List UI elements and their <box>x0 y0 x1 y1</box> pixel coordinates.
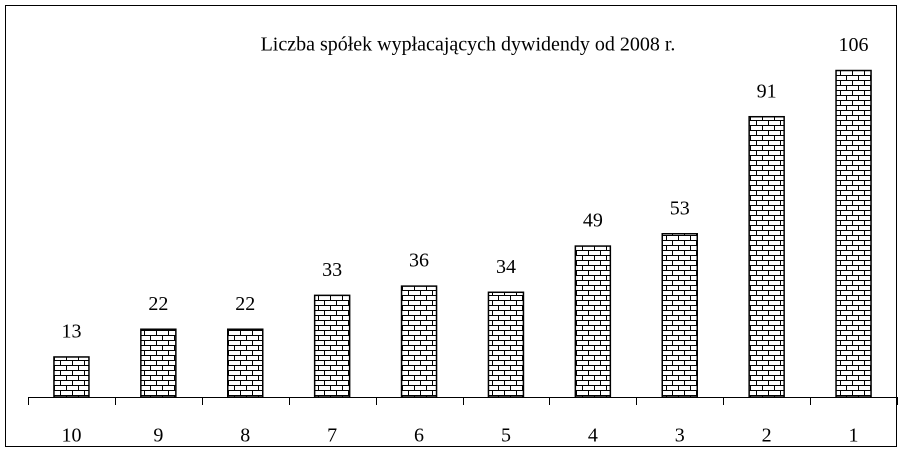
bar <box>487 291 525 398</box>
x-tick-label: 6 <box>414 425 424 447</box>
x-tick-label: 1 <box>849 425 859 447</box>
x-tick-label: 5 <box>501 425 511 447</box>
x-tick-label: 10 <box>61 425 81 447</box>
value-label: 36 <box>409 250 429 272</box>
value-label: 91 <box>757 80 777 102</box>
bar <box>313 294 351 398</box>
value-label: 53 <box>670 197 690 219</box>
value-label: 34 <box>496 256 516 278</box>
value-label: 33 <box>322 259 342 281</box>
bar <box>140 328 177 398</box>
bar <box>835 69 872 398</box>
chart-title: Liczba spółek wypłacających dywidendy od… <box>261 34 676 56</box>
value-label: 22 <box>148 293 168 315</box>
bar <box>661 233 698 398</box>
bar <box>400 285 438 398</box>
frame <box>5 5 897 447</box>
value-label: 22 <box>235 293 255 315</box>
bar <box>227 328 264 398</box>
x-tick-label: 3 <box>675 425 685 447</box>
bar <box>53 356 90 398</box>
value-label: 106 <box>839 34 869 56</box>
x-tick-label: 8 <box>240 425 250 447</box>
x-tick-label: 9 <box>153 425 163 447</box>
x-tick-label: 7 <box>327 425 337 447</box>
x-tick-label: 2 <box>762 425 772 447</box>
bar <box>574 245 612 398</box>
value-label: 49 <box>583 210 603 232</box>
bar <box>748 115 785 398</box>
x-tick-label: 4 <box>588 425 598 447</box>
value-label: 13 <box>61 321 81 343</box>
